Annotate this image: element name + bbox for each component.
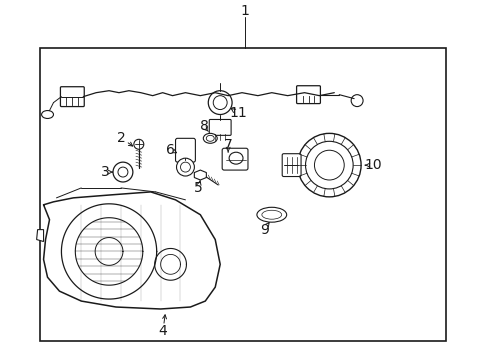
FancyBboxPatch shape — [222, 148, 247, 170]
FancyBboxPatch shape — [61, 87, 84, 107]
Text: 11: 11 — [229, 105, 246, 120]
FancyBboxPatch shape — [296, 86, 320, 104]
Text: 1: 1 — [240, 4, 249, 18]
Polygon shape — [37, 230, 43, 242]
Circle shape — [208, 91, 232, 114]
Circle shape — [350, 95, 362, 107]
FancyBboxPatch shape — [175, 138, 195, 162]
Text: 3: 3 — [101, 165, 109, 179]
Circle shape — [113, 162, 133, 182]
Text: 6: 6 — [166, 143, 175, 157]
Ellipse shape — [203, 133, 217, 143]
Text: 10: 10 — [364, 158, 381, 172]
Ellipse shape — [256, 207, 286, 222]
Text: 9: 9 — [260, 222, 269, 237]
Text: 8: 8 — [200, 120, 208, 134]
Text: 4: 4 — [158, 324, 167, 338]
Bar — [40, 48, 446, 341]
Circle shape — [297, 133, 360, 197]
Circle shape — [176, 158, 194, 176]
Text: 7: 7 — [224, 138, 232, 152]
Text: 2: 2 — [116, 131, 125, 145]
FancyBboxPatch shape — [282, 154, 301, 176]
Ellipse shape — [229, 152, 243, 164]
Polygon shape — [194, 170, 206, 180]
FancyBboxPatch shape — [209, 120, 231, 135]
Text: 5: 5 — [194, 181, 203, 195]
Circle shape — [134, 139, 143, 149]
Ellipse shape — [41, 111, 53, 118]
